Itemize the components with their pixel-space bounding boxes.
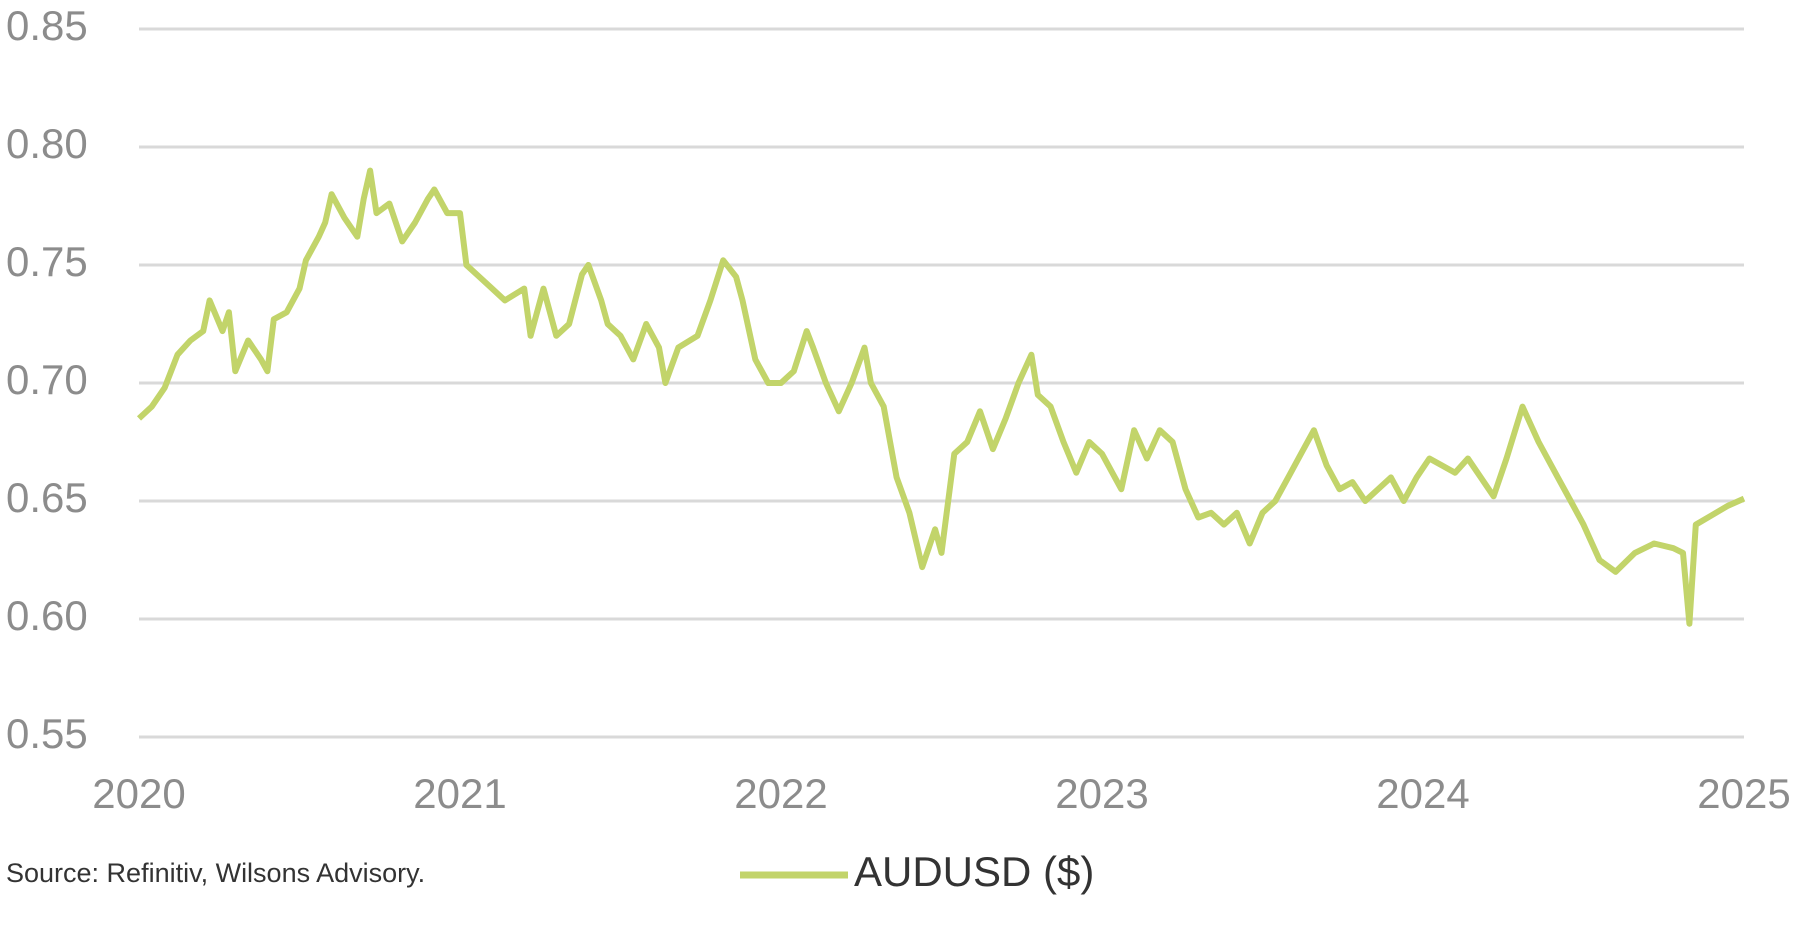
y-tick-label: 0.60 xyxy=(6,592,88,639)
y-tick-label: 0.65 xyxy=(6,474,88,521)
source-note: Source: Refinitiv, Wilsons Advisory. xyxy=(6,858,425,888)
x-tick-label: 2024 xyxy=(1376,770,1469,817)
data-line xyxy=(136,167,1746,627)
y-tick-label: 0.55 xyxy=(6,710,88,757)
x-tick-label: 2025 xyxy=(1697,770,1790,817)
y-tick-label: 0.75 xyxy=(6,238,88,285)
x-tick-label: 2022 xyxy=(734,770,827,817)
x-tick-label: 2021 xyxy=(413,770,506,817)
x-tick-label: 2023 xyxy=(1055,770,1148,817)
y-tick-label: 0.70 xyxy=(6,356,88,403)
y-tick-label: 0.80 xyxy=(6,120,88,167)
legend-label: AUDUSD ($) xyxy=(854,848,1094,895)
x-tick-label: 2020 xyxy=(92,770,185,817)
y-tick-label: 0.85 xyxy=(6,2,88,49)
